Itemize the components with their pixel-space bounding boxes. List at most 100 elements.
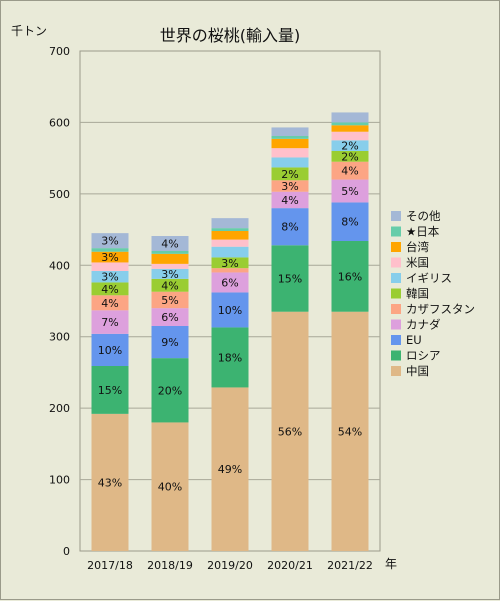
bar-segment-2020-21-3	[271, 191, 309, 209]
bar-segment-2020-21-8	[271, 138, 309, 149]
legend-swatch	[391, 366, 401, 376]
bar-segment-2020-21-0	[271, 311, 309, 551]
legend-entry: カナダ	[406, 318, 441, 332]
gridlines	[80, 121, 380, 481]
bar-data-label: 15%	[278, 273, 302, 286]
bar-segment-2019-20-1	[211, 327, 249, 388]
bar-data-label: 43%	[98, 476, 122, 489]
x-tick-label: 2019/20	[207, 559, 253, 572]
bar-segment-2021-22-5	[331, 151, 369, 162]
bar-segment-2019-20-4	[211, 268, 249, 273]
bar-segment-2019-20-8	[211, 231, 249, 240]
bar-segment-2021-22-7	[331, 131, 369, 141]
bar-data-label: 20%	[158, 384, 182, 397]
bar-data-label: 18%	[218, 351, 242, 364]
bar-segment-2021-22-8	[331, 125, 369, 132]
bar-data-label: 56%	[278, 425, 302, 438]
legend-entry: イギリス	[406, 271, 452, 285]
y-axis-label: 千トン	[11, 24, 47, 38]
bar-segment-2018-19-7	[151, 263, 189, 269]
bar-data-label: 10%	[218, 304, 242, 317]
legend-entry: その他	[406, 209, 441, 223]
bar-segment-2020-21-4	[271, 180, 309, 192]
bar-segment-2019-20-7	[211, 239, 249, 247]
bar-segment-2019-20-0	[211, 387, 249, 551]
legend-swatch	[391, 319, 401, 330]
bar-data-label: 4%	[101, 283, 118, 296]
bar-segment-2017-18-8	[91, 251, 129, 263]
chart-title: 世界の桜桃(輸入量)	[160, 26, 301, 45]
y-tick-label: 600	[49, 116, 70, 129]
bar-segment-2017-18-2	[91, 333, 129, 366]
x-tick-label: 2021/22	[327, 559, 373, 572]
bar-segment-2017-18-6	[91, 271, 129, 283]
legend-swatch	[391, 273, 401, 283]
legend-entry: EU	[406, 333, 422, 347]
legend-entry: 米国	[406, 256, 429, 270]
bar-data-label: 5%	[161, 294, 178, 307]
legend-entry: 韓国	[406, 287, 429, 301]
bar-data-label: 54%	[338, 425, 362, 438]
bar-segment-2017-18-10	[91, 233, 129, 249]
legend-swatch	[391, 211, 401, 221]
bar-segment-2019-20-10	[211, 218, 249, 229]
bar-segment-2018-19-8	[151, 253, 189, 264]
x-axis-ticks: 2017/18 2018/19 2019/20 2020/21 2021/22	[87, 559, 373, 572]
bar-data-label: 40%	[158, 481, 182, 494]
x-tick-label: 2017/18	[87, 559, 133, 572]
bar-segment-2018-19-9	[151, 251, 189, 254]
bar-segment-2018-19-0	[151, 422, 189, 551]
bar-data-label: 3%	[161, 268, 178, 281]
y-tick-label: 100	[49, 474, 70, 487]
bar-segment-2021-22-3	[331, 179, 369, 203]
bar-segment-2018-19-3	[151, 308, 189, 326]
bar-segment-2017-18-0	[91, 413, 129, 551]
bar-segment-2020-21-10	[271, 127, 309, 136]
bar-data-label: 10%	[98, 344, 122, 357]
bar-segment-2019-20-3	[211, 272, 249, 293]
bar-segment-2020-21-6	[271, 157, 309, 168]
y-axis-ticks: 0 100 200 300 400 500 600 700	[49, 45, 70, 558]
bar-data-label: 7%	[101, 316, 118, 329]
bar-segment-2019-20-5	[211, 257, 249, 269]
bar-data-label: 3%	[101, 271, 118, 284]
bar-segment-2020-21-7	[271, 148, 309, 158]
bar-data-label: 16%	[338, 270, 362, 283]
bar-segment-2017-18-1	[91, 366, 129, 414]
legend-swatch	[391, 226, 401, 237]
bar-segment-2018-19-10	[151, 236, 189, 251]
bar-segment-2021-22-0	[331, 311, 369, 551]
bar-segment-2019-20-6	[211, 246, 249, 258]
y-tick-label: 300	[49, 331, 70, 344]
bar-segment-2021-22-2	[331, 202, 369, 241]
legend-entry: ロシア	[406, 349, 441, 363]
bar-segment-2021-22-1	[331, 241, 369, 312]
legend-swatch	[391, 242, 401, 252]
bar-segment-2017-18-9	[91, 248, 129, 252]
bar-segment-2021-22-6	[331, 140, 369, 151]
bar-data-label: 8%	[281, 221, 298, 234]
bar-segment-2019-20-9	[211, 228, 249, 231]
bar-data-label: 4%	[341, 165, 358, 178]
bar-segment-2020-21-1	[271, 245, 309, 312]
legend-entry: カザフスタン	[406, 302, 475, 316]
y-tick-label: 700	[49, 45, 70, 58]
y-tick-label: 200	[49, 402, 70, 415]
bar-data-label: 6%	[221, 276, 238, 289]
bar-segment-2017-18-5	[91, 282, 129, 296]
legend-swatch	[391, 304, 401, 314]
bar-segment-2017-18-4	[91, 295, 129, 311]
legend-swatch	[391, 350, 401, 361]
bar-data-label: 4%	[161, 279, 178, 292]
x-axis-label: 年	[385, 557, 397, 571]
x-tick-label: 2018/19	[147, 559, 193, 572]
y-tick-label: 400	[49, 259, 70, 272]
bar-segment-2021-22-9	[331, 122, 369, 126]
bar-segment-2018-19-5	[151, 278, 189, 292]
bar-segment-2017-18-3	[91, 310, 129, 334]
bar-segment-2018-19-1	[151, 358, 189, 423]
legend-swatch	[391, 257, 401, 268]
bar-data-label: 15%	[98, 384, 122, 397]
bar-segment-2018-19-4	[151, 291, 189, 309]
